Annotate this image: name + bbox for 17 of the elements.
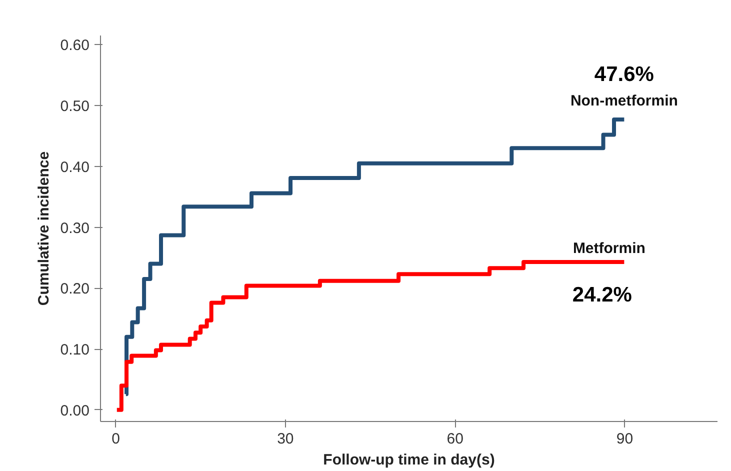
x-tick-label: 0 bbox=[112, 430, 120, 448]
y-tick-label: 0.00 bbox=[60, 402, 90, 420]
y-tick-label: 0.40 bbox=[60, 158, 90, 176]
y-axis-title: Cumulative incidence bbox=[35, 151, 52, 306]
y-tick-label: 0.10 bbox=[60, 342, 90, 359]
series-label: Non-metformin bbox=[570, 92, 678, 110]
y-tick-label: 0.60 bbox=[60, 37, 90, 54]
y-tick-label: 0.50 bbox=[60, 98, 90, 116]
y-tick-label: 0.30 bbox=[60, 220, 90, 237]
annotation: 24.2% bbox=[572, 283, 632, 306]
x-tick-label: 60 bbox=[446, 430, 464, 448]
annotation: 47.6% bbox=[594, 63, 654, 86]
x-tick-label: 90 bbox=[616, 430, 634, 448]
x-tick-label: 30 bbox=[277, 430, 294, 448]
x-axis-title: Follow-up time in day(s) bbox=[323, 452, 495, 468]
series-label: Metformin bbox=[572, 240, 646, 257]
y-tick-label: 0.20 bbox=[60, 280, 90, 298]
